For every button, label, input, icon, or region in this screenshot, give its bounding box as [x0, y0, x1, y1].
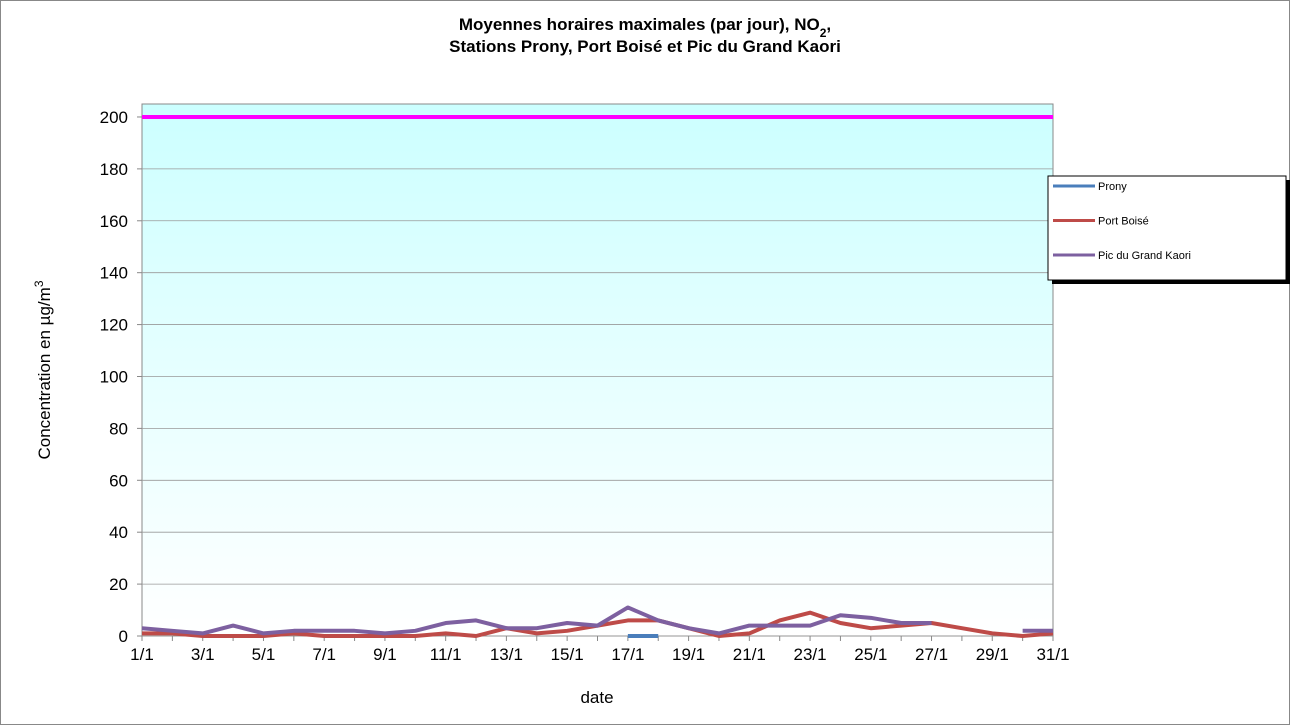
x-tick-label: 25/1	[854, 645, 887, 664]
y-axis-label: Concentration en µg/m3	[32, 280, 54, 459]
x-tick-label: 31/1	[1036, 645, 1069, 664]
x-tick-label: 7/1	[312, 645, 336, 664]
x-tick-label: 9/1	[373, 645, 397, 664]
y-tick-label: 180	[100, 160, 128, 179]
x-tick-label: 27/1	[915, 645, 948, 664]
x-tick-label: 3/1	[191, 645, 215, 664]
y-tick-label: 0	[119, 627, 128, 646]
x-tick-label: 13/1	[490, 645, 523, 664]
legend-label: Prony	[1098, 181, 1127, 193]
x-tick-label: 19/1	[672, 645, 705, 664]
y-tick-label: 20	[109, 575, 128, 594]
chart-subtitle: Stations Prony, Port Boisé et Pic du Gra…	[449, 37, 841, 56]
x-tick-label: 15/1	[551, 645, 584, 664]
x-tick-label: 1/1	[130, 645, 154, 664]
x-axis-label: date	[580, 688, 613, 707]
series-line	[141, 605, 1053, 636]
x-tick-label: 5/1	[252, 645, 276, 664]
y-tick-label: 140	[100, 264, 128, 283]
x-tick-label: 11/1	[430, 645, 462, 664]
y-tick-label: 40	[109, 523, 128, 542]
y-tick-label: 160	[100, 212, 128, 231]
x-tick-label: 21/1	[733, 645, 766, 664]
y-tick-label: 200	[100, 108, 128, 127]
plot-area	[141, 103, 1054, 637]
y-tick-label: 100	[100, 367, 128, 386]
legend-label: Pic du Grand Kaori	[1098, 250, 1191, 262]
x-tick-label: 23/1	[794, 645, 827, 664]
y-tick-label: 120	[100, 316, 128, 335]
y-tick-label: 60	[109, 471, 128, 490]
chart-title: Moyennes horaires maximales (par jour), …	[459, 15, 831, 40]
y-tick-label: 80	[109, 419, 128, 438]
legend-label: Port Boisé	[1098, 216, 1149, 228]
x-tick-label: 17/1	[611, 645, 644, 664]
x-tick-label: 29/1	[976, 645, 1009, 664]
legend	[1047, 175, 1287, 281]
